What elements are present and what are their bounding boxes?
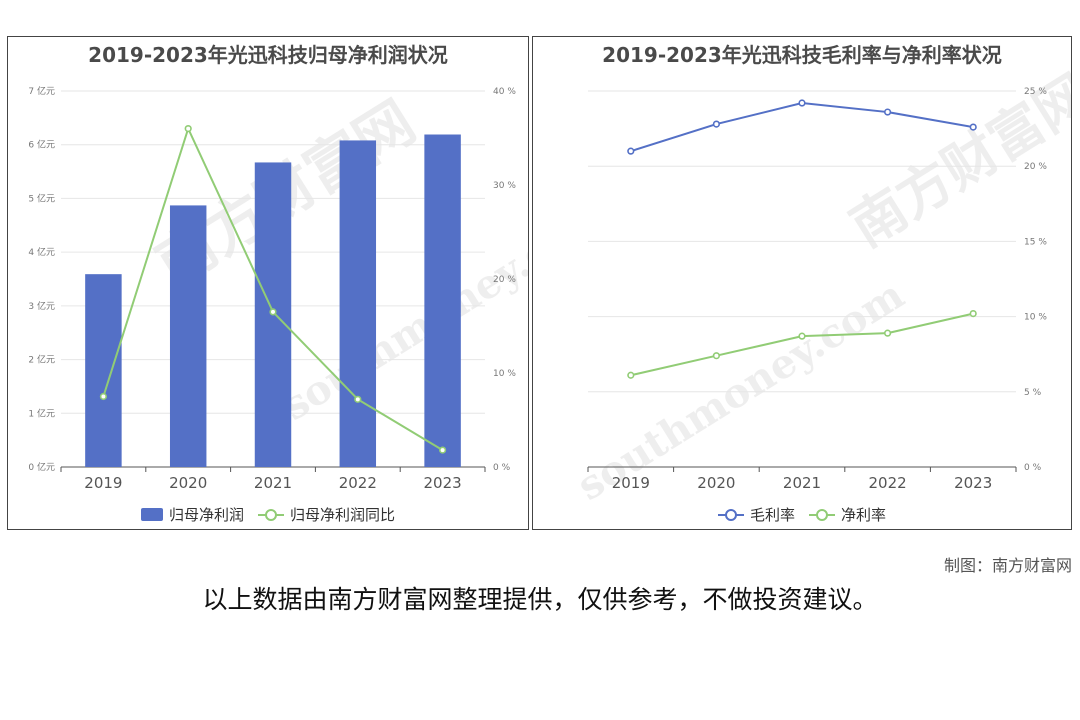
y-axis-tick-label: 6 亿元 bbox=[28, 139, 55, 151]
legend-item-net-profit[interactable]: 归母净利润 bbox=[140, 504, 244, 525]
x-axis-tick-label: 2022 bbox=[339, 474, 377, 492]
bar bbox=[85, 274, 122, 467]
data-point bbox=[627, 147, 635, 155]
y-axis-tick-label: 25 % bbox=[1024, 87, 1047, 97]
legend-swatch-line bbox=[809, 508, 835, 522]
data-point bbox=[627, 371, 635, 379]
x-axis-tick-label: 2020 bbox=[169, 474, 207, 492]
y-axis-tick-label: 4 亿元 bbox=[28, 246, 55, 258]
chart-credit: 制图：南方财富网 bbox=[943, 556, 1072, 575]
data-point bbox=[712, 352, 720, 360]
y2-axis-tick-label: 10 % bbox=[493, 369, 516, 379]
x-axis-tick-label: 2020 bbox=[697, 474, 735, 492]
legend-item-net-margin[interactable]: 净利率 bbox=[809, 504, 886, 525]
y-axis-tick-label: 20 % bbox=[1024, 162, 1047, 172]
legend-item-gross-margin[interactable]: 毛利率 bbox=[717, 504, 795, 525]
y-axis-tick-label: 15 % bbox=[1024, 237, 1047, 247]
legend-label: 归母净利润 bbox=[168, 506, 244, 524]
series-line bbox=[630, 312, 974, 377]
margin-chart: 0 % 5 % 10 % 15 % 20 % 25 % 2019 2020 2021 2022 20… bbox=[587, 87, 1047, 492]
y-axis-tick-label: 2 亿元 bbox=[28, 354, 55, 366]
bar bbox=[339, 140, 377, 467]
net-profit-chart: 0 亿元 1 亿元 2 亿元 3 亿元 4 亿元 5 亿元 6 亿元 7 亿元 0 % 10 % 2… bbox=[28, 85, 516, 492]
x-axis-tick-label: 2021 bbox=[783, 474, 821, 492]
bar bbox=[424, 134, 461, 467]
data-point bbox=[354, 395, 362, 403]
x-axis-tick-label: 2023 bbox=[424, 474, 462, 492]
legend-item-net-profit-yoy[interactable]: 归母净利润同比 bbox=[258, 504, 395, 525]
x-axis-tick-label: 2021 bbox=[254, 474, 292, 492]
data-point bbox=[269, 308, 277, 316]
series-line bbox=[630, 102, 974, 153]
data-point bbox=[712, 120, 720, 128]
legend-label: 毛利率 bbox=[749, 506, 795, 524]
data-point bbox=[884, 108, 892, 116]
y-axis-tick-label: 1 亿元 bbox=[28, 407, 55, 419]
data-point bbox=[969, 123, 977, 131]
y2-axis-tick-label: 40 % bbox=[493, 87, 516, 97]
data-point bbox=[884, 329, 892, 337]
chart-legend: 归母净利润 归母净利润同比 bbox=[8, 504, 528, 525]
x-axis-tick-label: 2023 bbox=[954, 474, 992, 492]
data-point bbox=[969, 309, 977, 318]
chart-legend: 毛利率 净利率 bbox=[533, 504, 1071, 525]
chart-title: 2019-2023年光迅科技毛利率与净利率状况 bbox=[602, 43, 1002, 67]
y2-axis-tick-label: 0 % bbox=[493, 463, 511, 473]
y-axis-tick-label: 10 % bbox=[1024, 313, 1047, 323]
net-profit-chart-panel: 南方财富网 southmoney.com 0 亿元1 亿元2 亿元3 亿元4 亿… bbox=[7, 36, 529, 530]
y-axis-tick-label: 0 亿元 bbox=[28, 461, 55, 473]
y-axis-tick-label: 5 % bbox=[1024, 388, 1042, 398]
data-point bbox=[184, 124, 192, 133]
y-axis-tick-label: 7 亿元 bbox=[28, 85, 55, 97]
y2-axis-tick-label: 20 % bbox=[493, 275, 516, 285]
margin-chart-panel: 南方财富网 southmoney.com 0 % 5 % 10 % 15 % 20 % 2… bbox=[532, 36, 1072, 530]
disclaimer-text: 以上数据由南方财富网整理提供，仅供参考，不做投资建议。 bbox=[202, 585, 878, 614]
y-axis-tick-label: 0 % bbox=[1024, 463, 1042, 473]
x-axis-tick-label: 2019 bbox=[612, 474, 650, 492]
y-axis-tick-label: 3 亿元 bbox=[28, 300, 55, 312]
bar bbox=[169, 205, 207, 467]
legend-swatch-bar bbox=[140, 508, 163, 521]
chart-title: 2019-2023年光迅科技归母净利润状况 bbox=[88, 43, 448, 67]
data-point bbox=[99, 392, 107, 401]
data-point bbox=[798, 332, 806, 340]
data-point bbox=[798, 99, 806, 107]
y2-axis-tick-label: 30 % bbox=[493, 181, 516, 191]
legend-swatch-line bbox=[258, 508, 284, 522]
x-axis-tick-label: 2019 bbox=[84, 474, 122, 492]
legend-label: 归母净利润同比 bbox=[290, 506, 396, 524]
x-axis-tick-label: 2022 bbox=[869, 474, 907, 492]
data-point bbox=[439, 446, 447, 454]
legend-label: 净利率 bbox=[841, 506, 887, 524]
y-axis-tick-label: 5 亿元 bbox=[28, 192, 55, 204]
legend-swatch-line bbox=[717, 508, 744, 522]
